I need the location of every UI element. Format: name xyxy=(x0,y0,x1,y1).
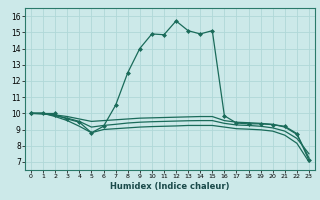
X-axis label: Humidex (Indice chaleur): Humidex (Indice chaleur) xyxy=(110,182,230,191)
